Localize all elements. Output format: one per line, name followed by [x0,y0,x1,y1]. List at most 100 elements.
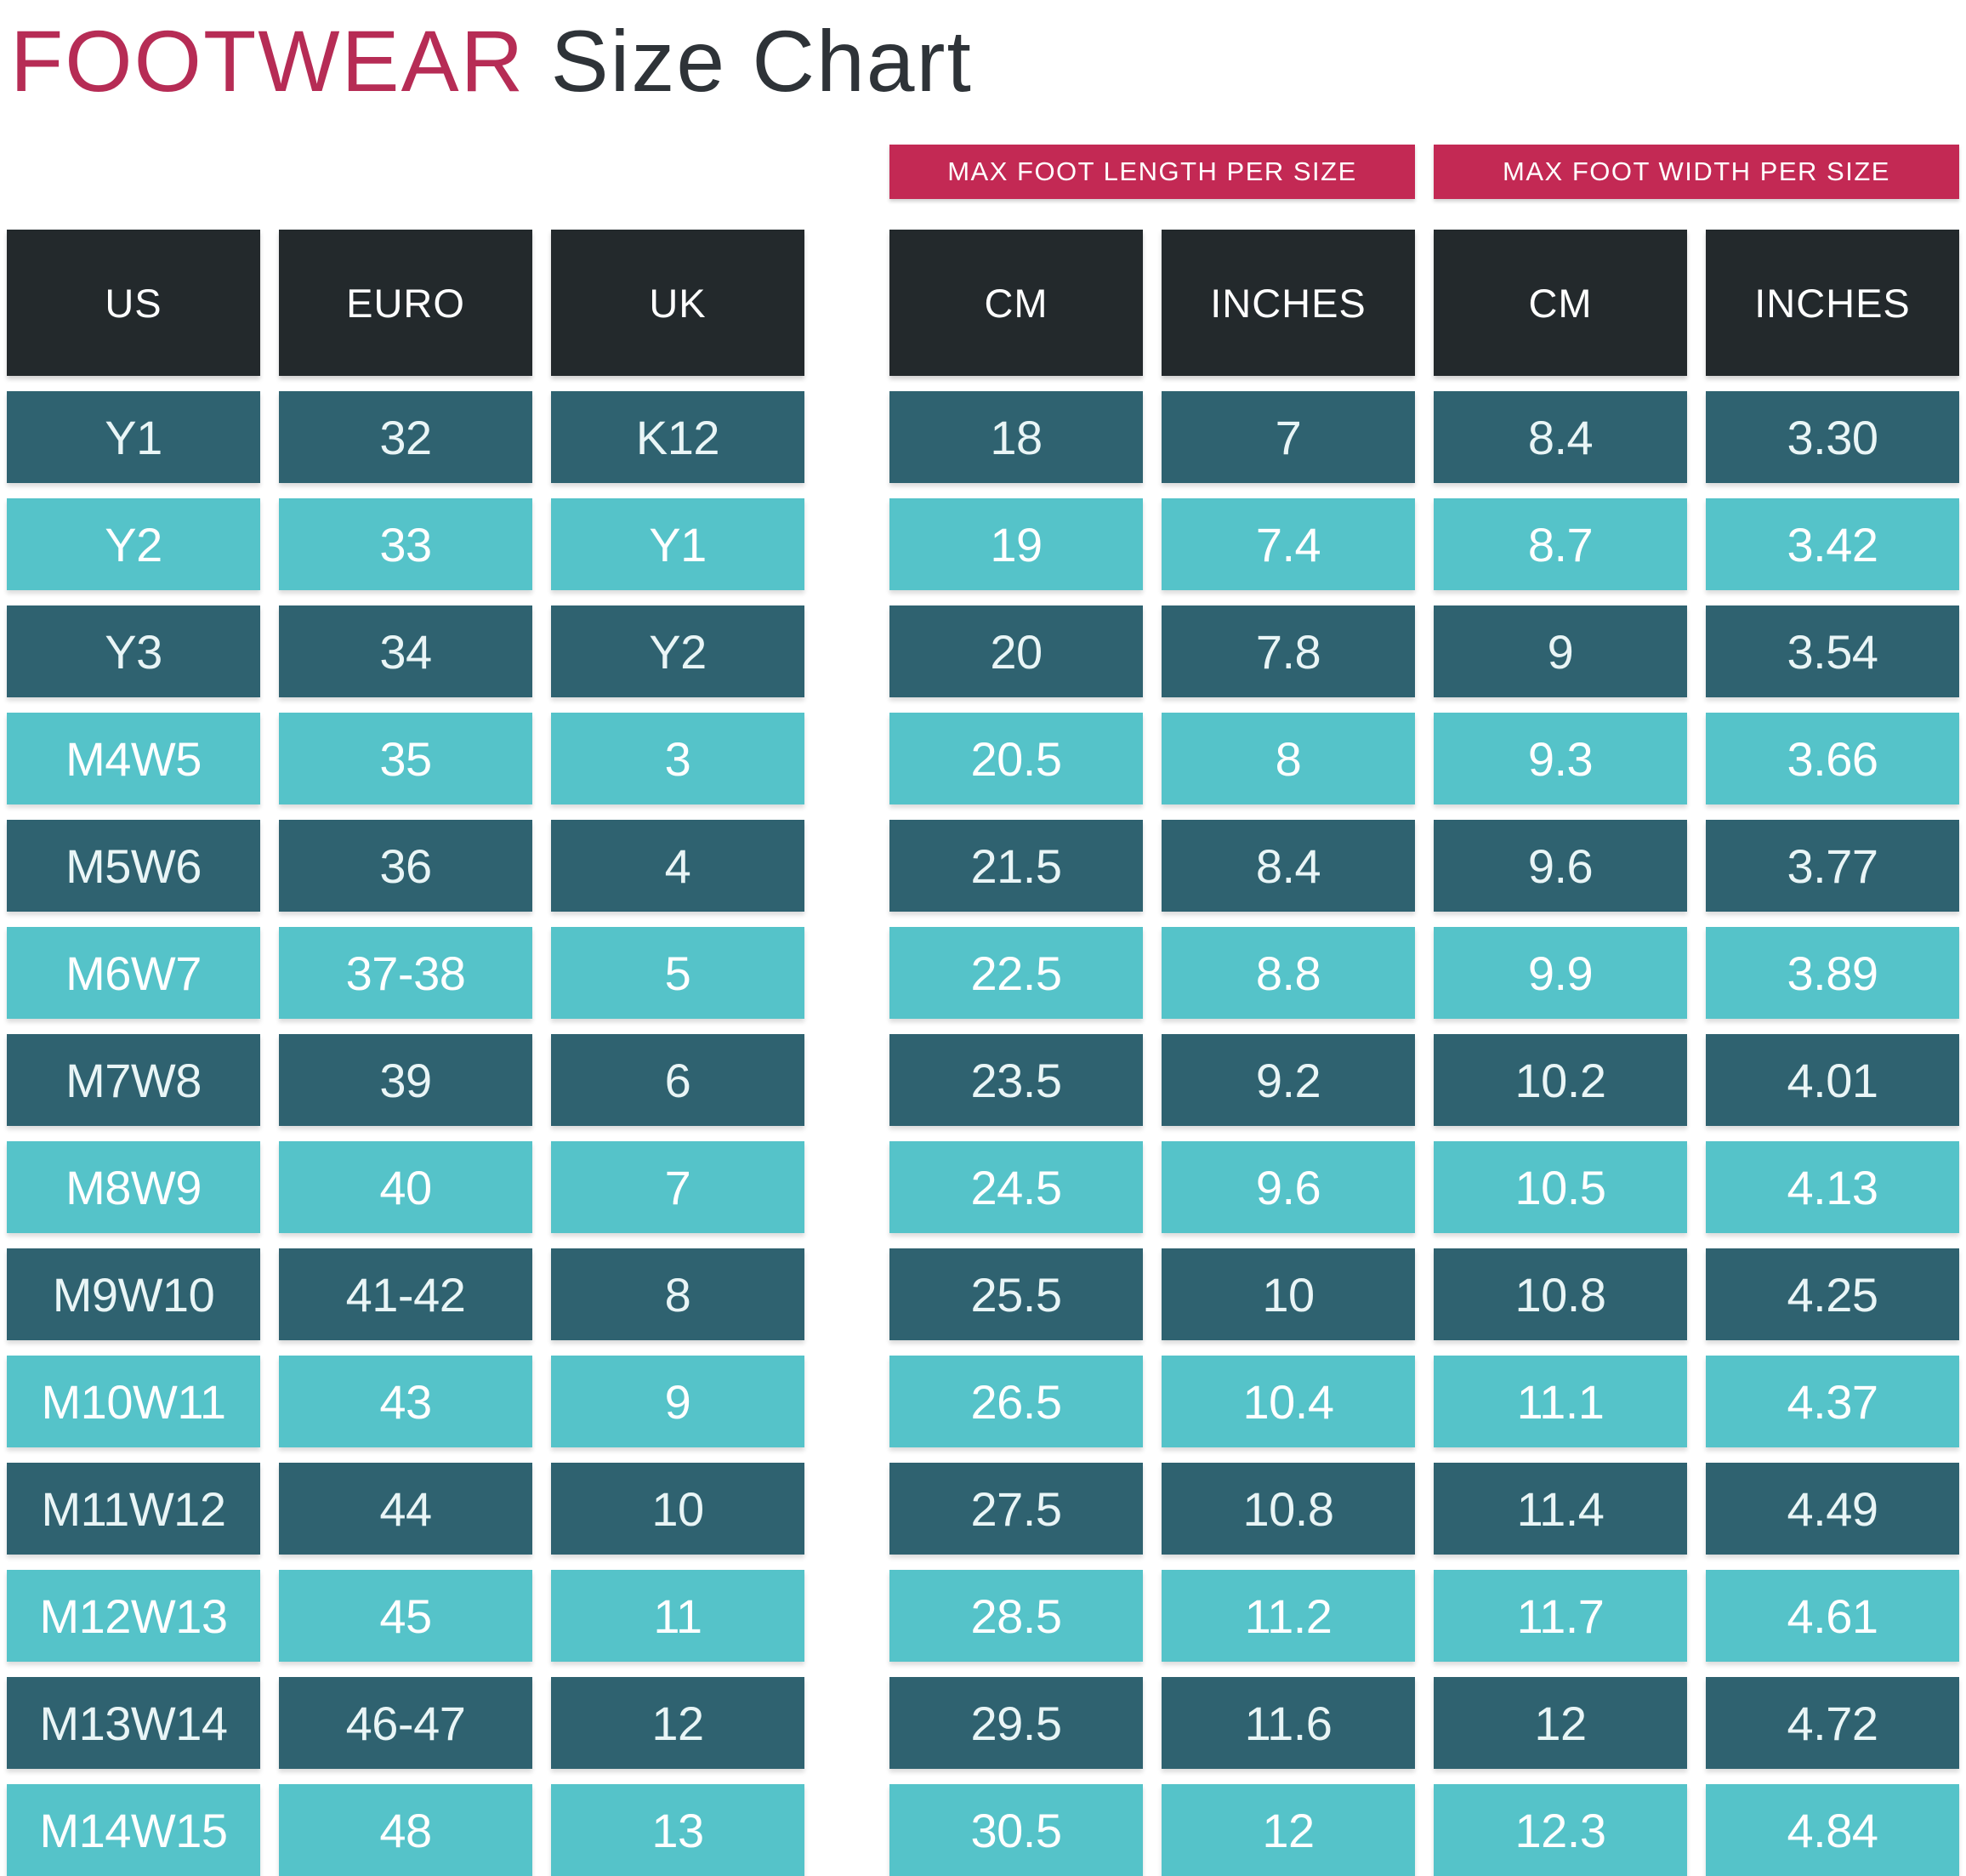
table-cell: 44 [279,1463,532,1555]
table-cell: 3 [551,713,804,805]
table-cell: 10.5 [1434,1141,1687,1234]
title-highlight: FOOTWEAR [10,13,526,110]
table-cell: 12 [551,1677,804,1770]
table-cell: M5W6 [7,820,260,912]
table-cell: 10.8 [1434,1248,1687,1341]
table-cell: 7.8 [1162,605,1415,698]
table-cell: M8W9 [7,1141,260,1234]
table-cell: 8.8 [1162,927,1415,1020]
table-cell: 28.5 [889,1570,1143,1663]
table-cell: 4.61 [1706,1570,1959,1663]
table-cell: 13 [551,1784,804,1876]
table-cell: 48 [279,1784,532,1876]
table-cell: Y1 [551,498,804,591]
table-cell: 12 [1434,1677,1687,1770]
table-cell: 4.25 [1706,1248,1959,1341]
table-cell: Y2 [7,498,260,591]
table-cell: 6 [551,1034,804,1127]
table-cell: 21.5 [889,820,1143,912]
table-cell: 34 [279,605,532,698]
table-cell: 10.2 [1434,1034,1687,1127]
table-cell: 37-38 [279,927,532,1020]
table-cell: 29.5 [889,1677,1143,1770]
table-cell: 4.13 [1706,1141,1959,1234]
column-header-6-inches: INCHES [1706,230,1959,377]
table-cell: 4.49 [1706,1463,1959,1555]
banner-max-foot-width: MAX FOOT WIDTH PER SIZE [1434,145,1959,200]
page-title: FOOTWEAR Size Chart [10,14,1959,109]
table-cell: 35 [279,713,532,805]
table-cell: 9 [1434,605,1687,698]
table-cell: 10.8 [1162,1463,1415,1555]
size-chart-table: MAX FOOT LENGTH PER SIZE MAX FOOT WIDTH … [7,145,1959,1876]
column-header-1-euro: EURO [279,230,532,377]
table-cell: 5 [551,927,804,1020]
table-cell: 11.7 [1434,1570,1687,1663]
table-cell: 12.3 [1434,1784,1687,1876]
table-cell: 11 [551,1570,804,1663]
table-cell: 39 [279,1034,532,1127]
table-cell: 9.6 [1434,820,1687,912]
table-cell: M12W13 [7,1570,260,1663]
table-cell: M14W15 [7,1784,260,1876]
table-cell: 3.89 [1706,927,1959,1020]
table-cell: M4W5 [7,713,260,805]
table-cell: 3.54 [1706,605,1959,698]
table-cell: 43 [279,1356,532,1448]
table-cell: M7W8 [7,1034,260,1127]
table-cell: 3.42 [1706,498,1959,591]
table-cell: 3.30 [1706,391,1959,484]
table-cell: 4.84 [1706,1784,1959,1876]
banner-max-foot-length: MAX FOOT LENGTH PER SIZE [889,145,1415,200]
table-cell: 8.4 [1434,391,1687,484]
table-cell: 32 [279,391,532,484]
table-cell: 11.4 [1434,1463,1687,1555]
table-cell: 30.5 [889,1784,1143,1876]
table-cell: Y3 [7,605,260,698]
table-cell: 9 [551,1356,804,1448]
table-cell: 9.2 [1162,1034,1415,1127]
table-cell: 7.4 [1162,498,1415,591]
table-cell: 10 [1162,1248,1415,1341]
table-cell: 19 [889,498,1143,591]
table-cell: 7 [551,1141,804,1234]
table-cell: 12 [1162,1784,1415,1876]
table-cell: 20 [889,605,1143,698]
table-cell: M6W7 [7,927,260,1020]
table-cell: 40 [279,1141,532,1234]
title-space [525,13,550,110]
table-cell: 24.5 [889,1141,1143,1234]
table-cell: 3.77 [1706,820,1959,912]
table-cell: 8.7 [1434,498,1687,591]
table-cell: 3.66 [1706,713,1959,805]
title-rest: Size Chart [550,13,973,110]
table-cell: Y2 [551,605,804,698]
table-cell: 22.5 [889,927,1143,1020]
table-cell: 46-47 [279,1677,532,1770]
table-cell: 7 [1162,391,1415,484]
table-cell: M10W11 [7,1356,260,1448]
table-cell: 9.3 [1434,713,1687,805]
table-cell: 25.5 [889,1248,1143,1341]
table-cell: 41-42 [279,1248,532,1341]
table-cell: 45 [279,1570,532,1663]
table-cell: 11.6 [1162,1677,1415,1770]
table-cell: 23.5 [889,1034,1143,1127]
table-cell: 26.5 [889,1356,1143,1448]
column-header-3-cm: CM [889,230,1143,377]
table-cell: 8.4 [1162,820,1415,912]
table-cell: 4.01 [1706,1034,1959,1127]
table-cell: 36 [279,820,532,912]
table-cell: 33 [279,498,532,591]
table-cell: 27.5 [889,1463,1143,1555]
column-header-4-inches: INCHES [1162,230,1415,377]
table-cell: 8 [551,1248,804,1341]
table-cell: 4.37 [1706,1356,1959,1448]
table-cell: 11.2 [1162,1570,1415,1663]
table-cell: 9.9 [1434,927,1687,1020]
column-header-2-uk: UK [551,230,804,377]
column-header-5-cm: CM [1434,230,1687,377]
table-cell: Y1 [7,391,260,484]
table-cell: M13W14 [7,1677,260,1770]
table-cell: 11.1 [1434,1356,1687,1448]
